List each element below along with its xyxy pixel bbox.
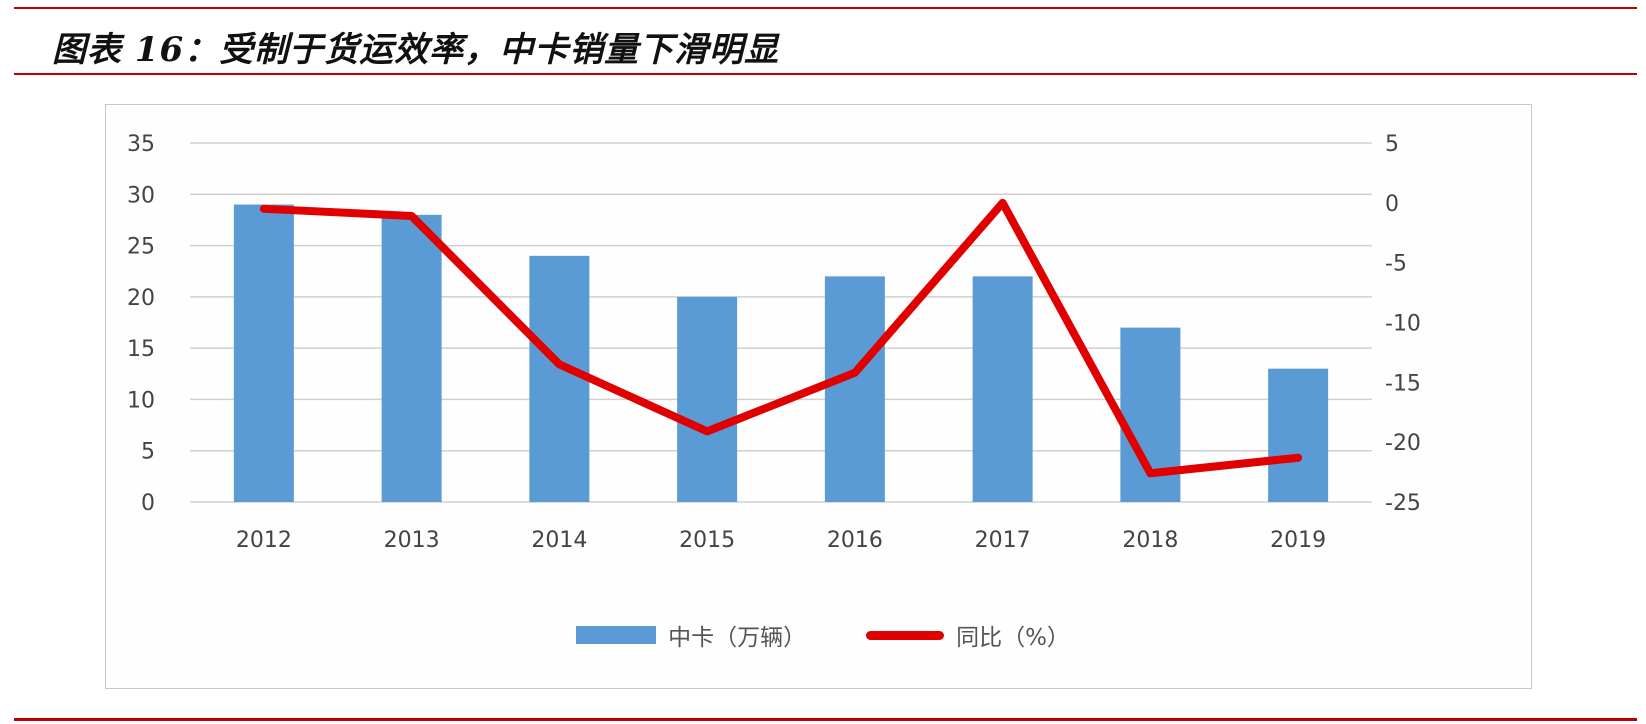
legend-label-bar: 中卡（万辆） xyxy=(668,625,807,651)
right-axis-tick: -20 xyxy=(1385,431,1421,456)
right-axis-tick: 0 xyxy=(1385,192,1399,217)
legend: 中卡（万辆） 同比（%） xyxy=(0,618,1646,652)
left-axis-tick: 30 xyxy=(127,183,155,208)
top-rule xyxy=(14,7,1637,9)
x-axis-tick: 2016 xyxy=(827,528,883,553)
line-swatch-icon xyxy=(866,630,945,640)
x-axis-tick: 2017 xyxy=(975,528,1031,553)
bar-2012[interactable] xyxy=(233,204,294,503)
x-axis-tick: 2012 xyxy=(236,528,292,553)
chart-title: 图表 16：受制于货运效率，中卡销量下滑明显 xyxy=(52,30,780,70)
bar-2013[interactable] xyxy=(381,214,442,503)
left-axis-tick: 15 xyxy=(127,337,155,362)
bottom-rule xyxy=(14,718,1637,721)
left-axis-tick: 25 xyxy=(127,235,155,260)
bar-2016[interactable] xyxy=(824,276,885,502)
x-axis-tick: 2013 xyxy=(384,528,440,553)
x-axis-ticks: 2012 2013 2014 2015 2016 2017 2018 2019 xyxy=(236,528,1326,553)
left-axis-tick: 0 xyxy=(141,491,155,516)
legend-label-line: 同比（%） xyxy=(956,625,1070,651)
left-axis-tick: 5 xyxy=(141,440,155,465)
right-axis-tick: -10 xyxy=(1385,312,1421,337)
bar-2017[interactable] xyxy=(972,276,1033,502)
left-axis-tick: 20 xyxy=(127,286,155,311)
right-axis-ticks: 5 0 -5 -10 -15 -20 -25 xyxy=(1385,132,1421,516)
left-axis-ticks: 35 30 25 20 15 10 5 0 xyxy=(127,132,155,516)
x-axis-tick: 2015 xyxy=(679,528,735,553)
x-axis-tick: 2014 xyxy=(531,528,587,553)
bar-2015[interactable] xyxy=(677,296,738,502)
bar-swatch-icon xyxy=(576,626,657,644)
right-axis-tick: -25 xyxy=(1385,491,1421,516)
gridlines xyxy=(190,142,1372,503)
yoy-line[interactable] xyxy=(259,198,1303,478)
bar-2019[interactable] xyxy=(1268,368,1329,502)
right-axis-tick: -5 xyxy=(1385,252,1407,277)
legend-item-line[interactable]: 同比（%） xyxy=(866,618,1070,652)
left-axis-tick: 10 xyxy=(127,388,155,413)
right-axis-tick: -15 xyxy=(1385,371,1421,396)
left-axis-tick: 35 xyxy=(127,132,155,157)
right-axis-tick: 5 xyxy=(1385,132,1399,157)
x-axis-tick: 2018 xyxy=(1122,528,1178,553)
bar-series xyxy=(233,204,1329,503)
line-series xyxy=(259,198,1303,478)
bar-2014[interactable] xyxy=(529,255,590,502)
title-underline-rule xyxy=(14,73,1637,75)
legend-item-bar[interactable]: 中卡（万辆） xyxy=(576,618,806,652)
x-axis-tick: 2019 xyxy=(1270,528,1326,553)
